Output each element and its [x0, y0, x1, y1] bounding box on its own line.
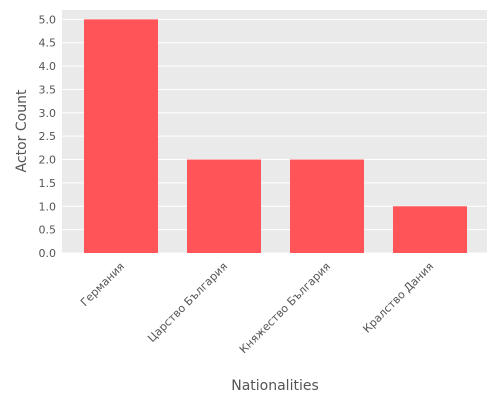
y-tick-label: 3.0 — [39, 107, 57, 120]
bars — [84, 19, 467, 253]
x-tick-label: Кралство Дания — [360, 260, 436, 336]
x-axis-label: Nationalities — [231, 378, 319, 394]
y-tick-label: 0.5 — [39, 224, 57, 237]
x-tick-label: Царство България — [145, 260, 230, 345]
y-tick-label: 2.0 — [39, 154, 57, 167]
x-tick-labels: Германия Царство България Княжество Българ… — [78, 260, 436, 356]
y-tick-label: 0.0 — [39, 247, 57, 260]
x-tick-label: Княжество България — [237, 260, 333, 356]
bar — [187, 159, 261, 253]
y-tick-label: 4.0 — [39, 60, 57, 73]
bar — [84, 19, 158, 253]
y-tick-label: 3.5 — [39, 83, 57, 96]
bar — [393, 206, 467, 253]
y-tick-label: 2.5 — [39, 130, 57, 143]
y-tick-label: 1.0 — [39, 200, 57, 213]
x-tick-label: Германия — [78, 260, 127, 309]
y-tick-labels: 0.0 0.5 1.0 1.5 2.0 2.5 3.0 3.5 4.0 4.5 5.0 — [39, 13, 57, 260]
y-tick-label: 1.5 — [39, 177, 57, 190]
y-tick-label: 5.0 — [39, 13, 57, 26]
y-tick-label: 4.5 — [39, 37, 57, 50]
bar — [290, 159, 364, 253]
y-axis-label: Actor Count — [14, 89, 30, 172]
